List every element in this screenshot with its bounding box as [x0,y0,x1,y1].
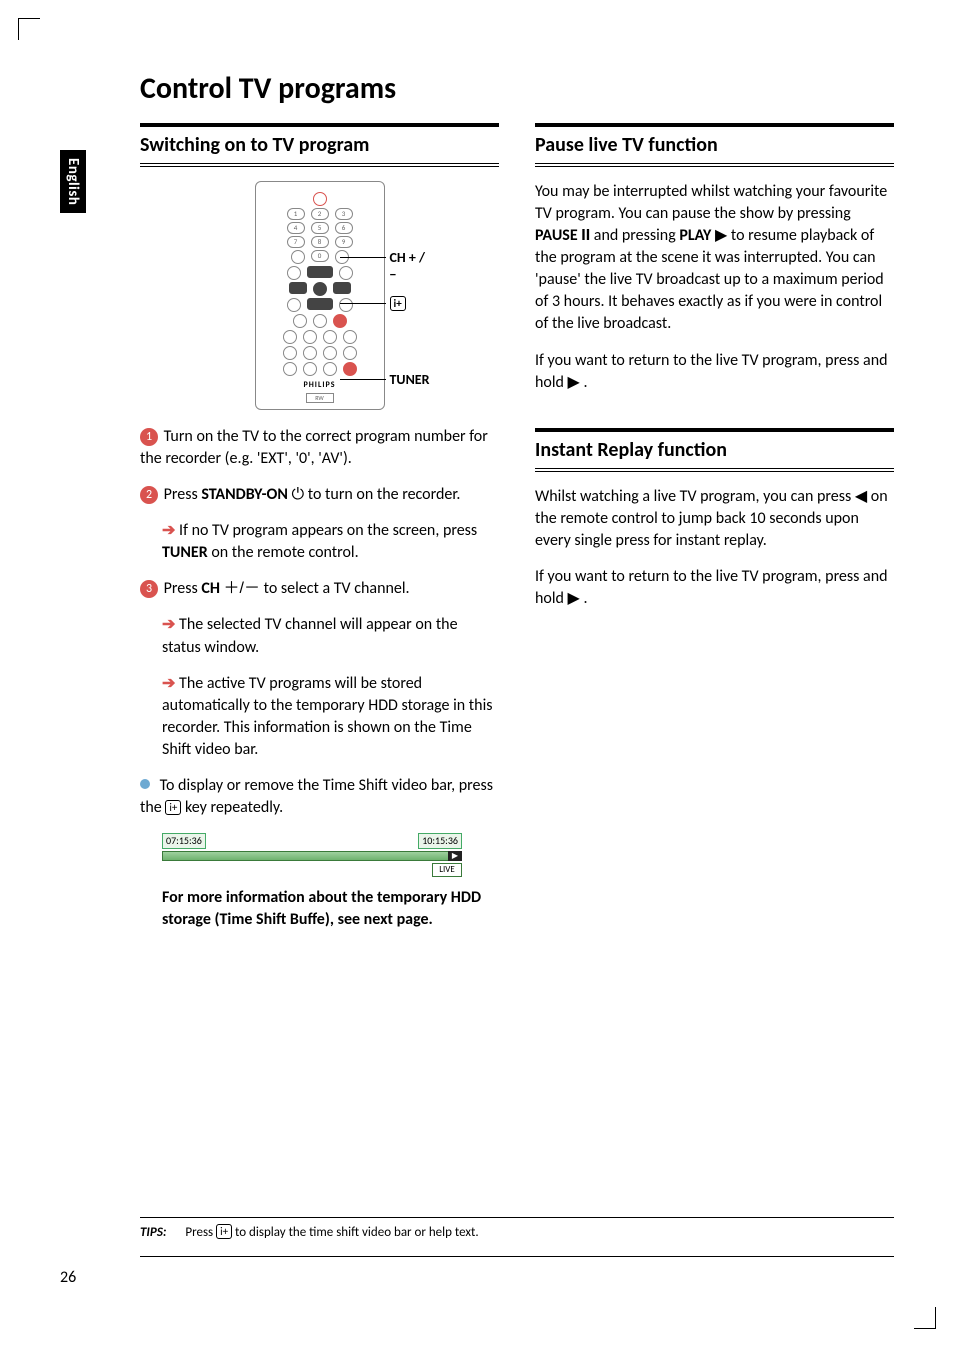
replay-p2-b: . [583,589,587,608]
step-3-bold: CH [201,579,223,598]
step-1: 1 Turn on the TV to the correct program … [140,426,499,470]
remote-illustration: 123 456 789 0 PHILIPS RW CH + /− [210,181,430,410]
page-title: Control TV programs [140,70,894,107]
step-3-sub1: ➔ The selected TV channel will appear on… [162,614,499,658]
step-3-sub2-text: The active TV programs will be stored au… [162,674,493,759]
step-3-text-c: to select a TV channel. [260,579,410,598]
step-1-text: Turn on the TV to the correct program nu… [140,427,488,468]
pause-icon: II [581,227,590,244]
timeshift-bar-illustration: 07:15:36 10:15:36 ▶ LIVE [162,833,462,877]
section-heading-switching: Switching on to TV program [140,123,499,167]
remote-rw-label: RW [306,393,334,403]
replay-paragraph-2: If you want to return to the live TV pro… [535,566,894,610]
section-heading-replay: Instant Replay function [535,428,894,472]
arrow-icon: ➔ [162,615,175,634]
left-footer-note: For more information about the temporary… [162,887,499,931]
left-column: Switching on to TV program 123 456 789 0 [140,123,499,945]
step-2-sub-a: If no TV program appears on the screen, … [179,521,477,540]
pause-label: PAUSE [535,226,581,245]
arrow-icon: ➔ [162,674,175,693]
step-2-bold: STANDBY-ON [201,485,288,504]
step-number-3: 3 [140,580,158,598]
callout-ch: CH + /− [390,249,430,283]
pause-paragraph-2: If you want to return to the live TV pro… [535,350,894,394]
step-3-sub2: ➔ The active TV programs will be stored … [162,673,499,761]
play-icon: ▶ [715,227,727,244]
right-column: Pause live TV function You may be interr… [535,123,894,945]
tips-label: TIPS: [140,1225,166,1240]
callout-tuner: TUNER [390,371,430,388]
step-number-2: 2 [140,486,158,504]
step-2-text-a: Press [164,485,202,504]
tips-text-a: Press [185,1225,216,1240]
step-2-text-c: to turn on the recorder. [304,485,460,504]
language-tab: English [60,150,86,213]
bullet-timeshift: To display or remove the Time Shift vide… [140,775,499,819]
bullet-text-b: key repeatedly. [181,798,283,817]
crop-mark-bottom-right [914,1307,936,1329]
step-2-sub-bold: TUNER [162,543,208,562]
replay-p2-a: If you want to return to the live TV pro… [535,567,888,608]
replay-paragraph-1: Whilst watching a live TV program, you c… [535,486,894,552]
step-3-text-a: Press [164,579,202,598]
info-icon: i+ [216,1224,232,1239]
tips-footer: TIPS: Press i+ to display the time shift… [140,1218,894,1257]
step-2-sub-c: on the remote control. [208,543,359,562]
step-3-sub1-text: The selected TV channel will appear on t… [162,615,458,656]
callout-info-icon: i+ [390,295,406,312]
step-2-sub: ➔ If no TV program appears on the screen… [162,520,499,564]
page-number: 26 [60,1268,76,1287]
pause-paragraph-1: You may be interrupted whilst watching y… [535,181,894,336]
play-icon: ▶ [568,374,580,391]
arrow-icon: ➔ [162,521,175,540]
info-icon: i+ [165,800,181,815]
pause-p2-a: If you want to return to the live TV pro… [535,351,888,392]
power-icon: ⏻ [292,486,305,503]
section-heading-pause: Pause live TV function [535,123,894,167]
step-2: 2 Press STANDBY-ON ⏻ to turn on the reco… [140,484,499,506]
play-icon: ▶ [568,590,580,607]
left-icon: ◀ [855,488,867,505]
timeshift-live-label: LIVE [432,863,462,877]
pause-p1-c: and pressing [590,226,679,245]
crop-mark-top-left [18,18,40,40]
remote-brand: PHILIPS [262,380,378,390]
timeshift-play-icon: ▶ [448,851,462,861]
replay-p1-a: Whilst watching a live TV program, you c… [535,487,855,506]
pause-p1-a: You may be interrupted whilst watching y… [535,182,887,223]
pause-p2-b: . [583,373,587,392]
tips-text-b: to display the time shift video bar or h… [232,1225,479,1240]
plus-minus-icon: ＋/－ [224,580,260,597]
timeshift-end-time: 10:15:36 [418,833,462,849]
page-content: English Control TV programs Switching on… [60,70,894,1287]
play-label: PLAY [679,226,715,245]
timeshift-start-time: 07:15:36 [162,833,206,849]
step-3: 3 Press CH ＋/－ to select a TV channel. [140,578,499,600]
bullet-icon [140,779,150,789]
step-number-1: 1 [140,428,158,446]
